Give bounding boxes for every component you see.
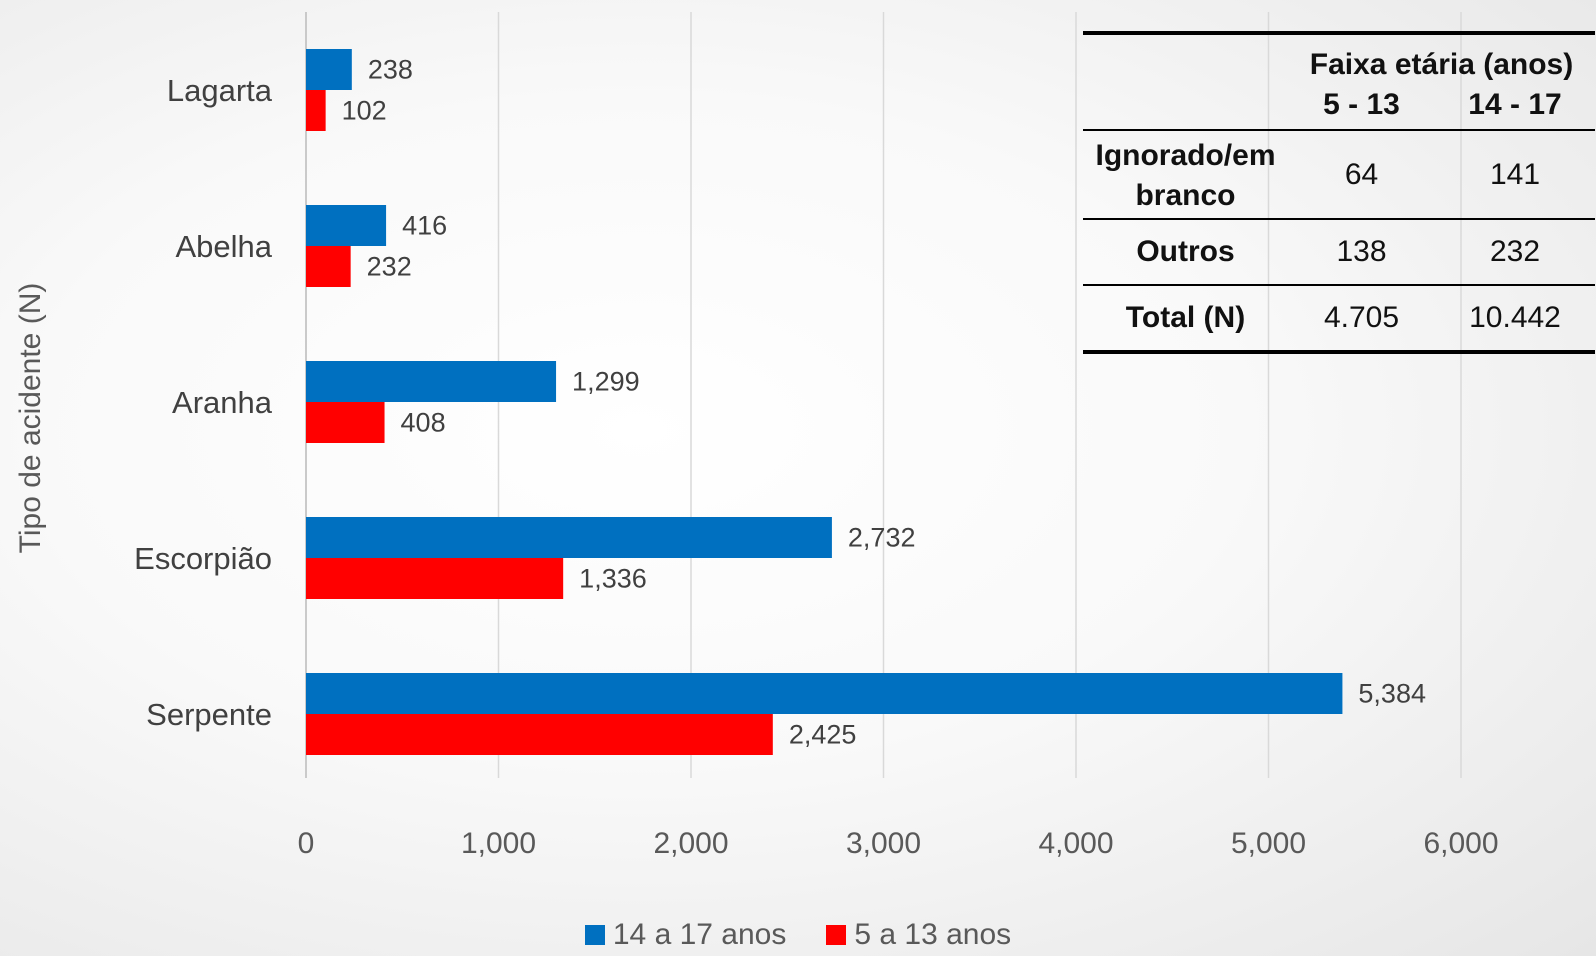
bar xyxy=(306,361,557,402)
table-cell: 4.705 xyxy=(1288,284,1435,354)
x-tick-label: 6,000 xyxy=(1423,827,1498,860)
legend-label: 5 a 13 anos xyxy=(854,918,1012,951)
table-row: Total (N) 4.705 10.442 xyxy=(1083,284,1595,354)
group-header: Faixa etária (anos) xyxy=(1288,31,1595,85)
row-label: Outros xyxy=(1083,218,1288,285)
bar xyxy=(306,246,351,287)
bar xyxy=(306,517,832,558)
table-cell: 232 xyxy=(1435,218,1595,285)
legend-swatch xyxy=(826,925,847,945)
data-label: 238 xyxy=(368,55,413,85)
row-label: Total (N) xyxy=(1083,284,1288,354)
x-tick-label: 2,000 xyxy=(653,827,728,860)
bar xyxy=(306,402,385,443)
table-cell: 138 xyxy=(1288,218,1435,285)
summary-table: Faixa etária (anos) 5 - 13 14 - 17 Ignor… xyxy=(1083,31,1595,354)
bar xyxy=(306,714,773,755)
data-label: 416 xyxy=(402,211,447,241)
data-label: 2,732 xyxy=(848,523,916,553)
legend-label: 14 a 17 anos xyxy=(612,918,787,951)
row-label: Ignorado/em branco xyxy=(1083,129,1288,219)
table-group-header-row: Faixa etária (anos) xyxy=(1083,31,1595,85)
data-label: 5,384 xyxy=(1358,679,1426,709)
y-axis-label: Tipo de acidente (N) xyxy=(14,283,47,554)
x-tick-label: 3,000 xyxy=(846,827,921,860)
data-label: 232 xyxy=(367,252,412,282)
data-label: 2,425 xyxy=(789,720,857,750)
table-column-header-row: 5 - 13 14 - 17 xyxy=(1083,85,1595,130)
data-label: 1,336 xyxy=(579,564,647,594)
data-label: 408 xyxy=(401,408,446,438)
data-label: 102 xyxy=(342,96,387,126)
table-cell: 10.442 xyxy=(1435,284,1595,354)
bars: 238 102 416 232 1,299 408 2,732 1,336 5,384 2,425 xyxy=(306,49,1426,755)
data-label: 1,299 xyxy=(572,367,640,397)
x-tick-label: 1,000 xyxy=(461,827,536,860)
bar xyxy=(306,205,387,246)
column-header: 14 - 17 xyxy=(1468,88,1562,121)
x-tick-label: 4,000 xyxy=(1038,827,1113,860)
bar xyxy=(306,673,1343,714)
legend: 14 a 17 anos 5 a 13 anos xyxy=(0,918,1596,952)
column-header: 5 - 13 xyxy=(1323,88,1400,121)
table-row: Outros 138 232 xyxy=(1083,218,1595,285)
table-row: Ignorado/em branco 64 141 xyxy=(1083,129,1595,219)
legend-swatch xyxy=(584,925,605,945)
x-tick-label: 0 xyxy=(298,827,315,860)
category-label: Lagarta xyxy=(167,73,273,108)
category-label: Serpente xyxy=(146,697,272,732)
category-label: Escorpião xyxy=(134,541,272,576)
table-cell: 64 xyxy=(1288,129,1435,219)
legend-item: 14 a 17 anos xyxy=(584,918,787,952)
legend-item: 5 a 13 anos xyxy=(826,918,1011,952)
category-labels: Lagarta Abelha Aranha Escorpião Serpente xyxy=(134,73,273,732)
bar xyxy=(306,49,352,90)
category-label: Aranha xyxy=(172,385,273,420)
category-label: Abelha xyxy=(175,229,272,264)
bar xyxy=(306,558,564,599)
table-cell: 141 xyxy=(1435,129,1595,219)
x-tick-label: 5,000 xyxy=(1231,827,1306,860)
x-axis-ticks: 0 1,000 2,000 3,000 4,000 5,000 6,000 xyxy=(298,827,1499,860)
bar xyxy=(306,90,326,131)
